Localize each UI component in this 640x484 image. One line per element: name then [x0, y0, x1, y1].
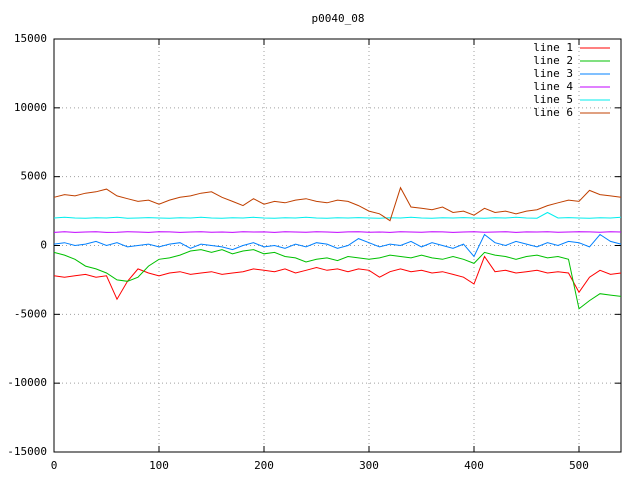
x-tick-label: 300 — [359, 459, 379, 472]
y-tick-label: -5000 — [14, 307, 47, 320]
y-tick-label: 5000 — [21, 170, 48, 183]
x-tick-label: 400 — [464, 459, 484, 472]
x-tick-label: 100 — [149, 459, 169, 472]
series-line — [53, 233, 622, 258]
x-tick-label: 500 — [569, 459, 589, 472]
legend-label: line 6 — [533, 106, 573, 119]
series-line — [53, 186, 622, 222]
x-tick-label: 0 — [51, 459, 58, 472]
x-tick-label: 200 — [254, 459, 274, 472]
series-line — [53, 211, 622, 219]
legend-label: line 2 — [533, 54, 573, 67]
legend-label: line 5 — [533, 93, 573, 106]
legend-label: line 3 — [533, 67, 573, 80]
y-tick-label: -15000 — [7, 445, 47, 458]
y-tick-label: 10000 — [14, 101, 47, 114]
y-tick-label: -10000 — [7, 376, 47, 389]
chart-title: p0040_08 — [312, 12, 365, 25]
y-tick-label: 15000 — [14, 32, 47, 45]
legend-label: line 1 — [533, 41, 573, 54]
series-line — [53, 249, 622, 310]
plot-border — [53, 38, 622, 453]
series-line — [53, 255, 622, 301]
series-line — [53, 231, 622, 233]
y-tick-label: 0 — [40, 239, 47, 252]
legend-label: line 4 — [533, 80, 573, 93]
